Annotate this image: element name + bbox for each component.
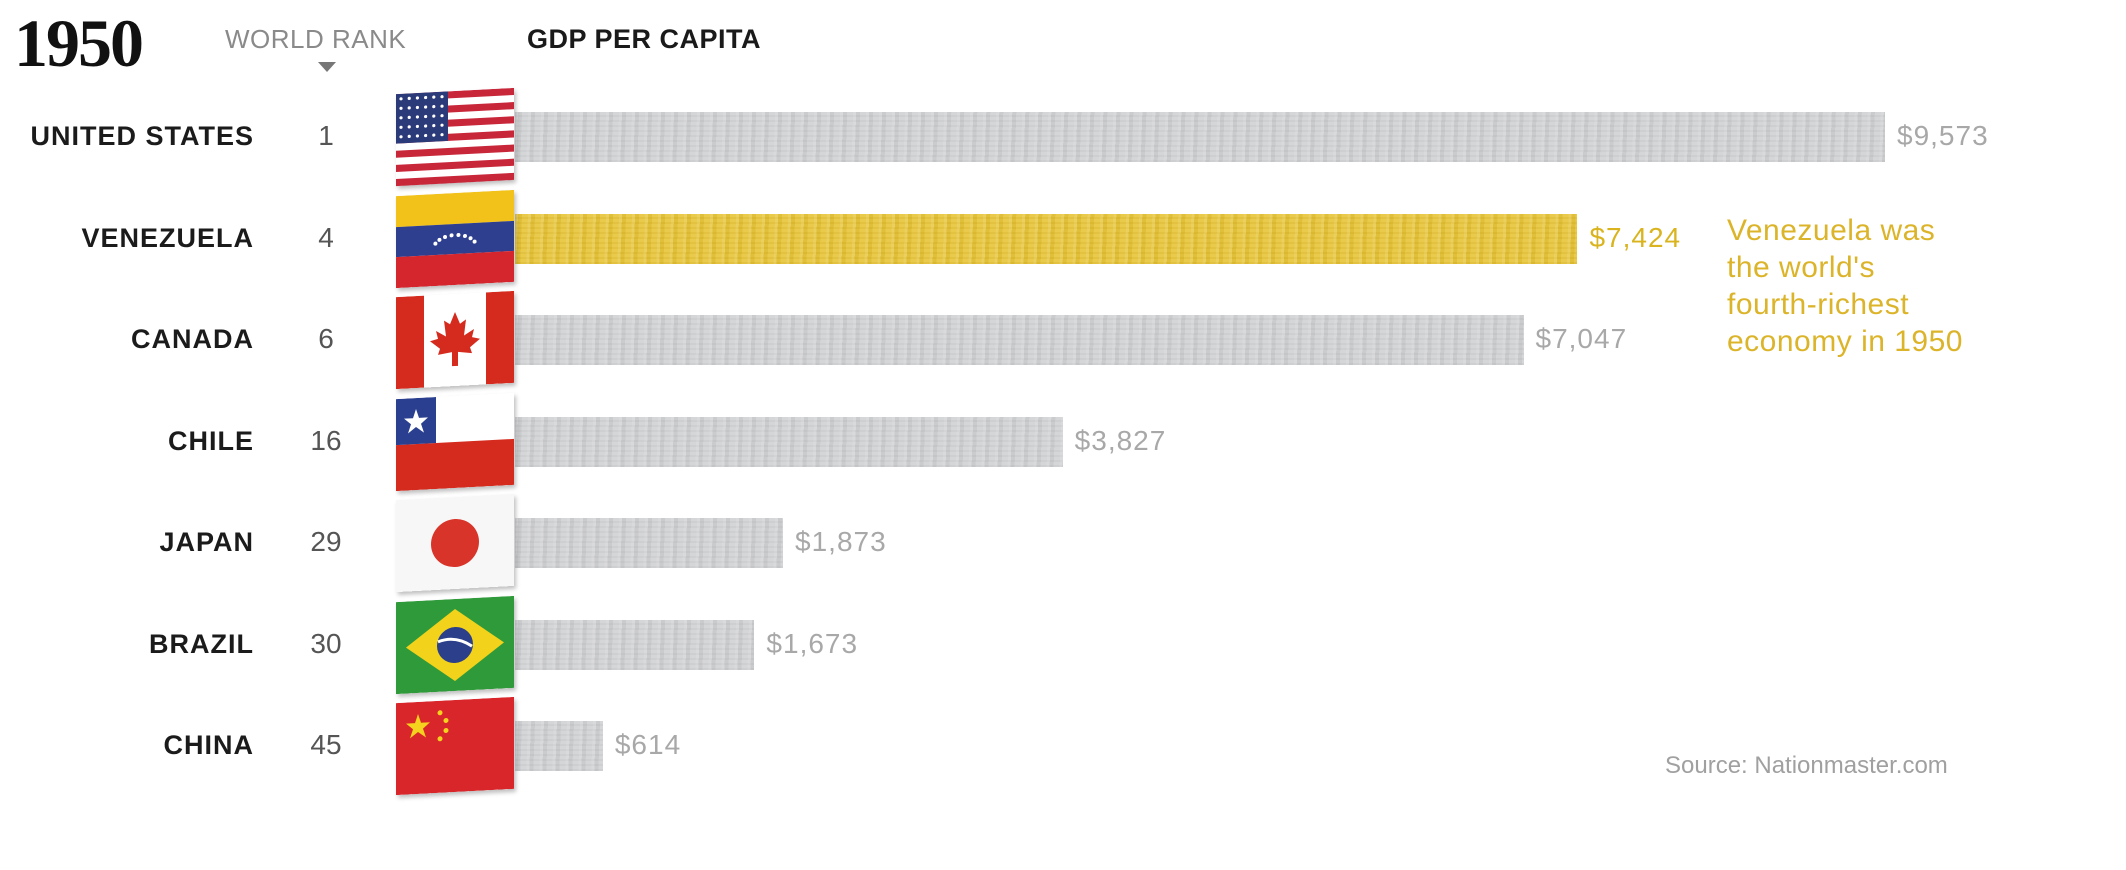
value-label: $3,827 — [1074, 424, 1167, 456]
value-label: $614 — [614, 729, 682, 760]
annotation-line: Venezuela was — [1727, 214, 1936, 247]
world-rank-value: 6 — [318, 323, 334, 354]
bar — [515, 112, 1885, 162]
chart-title: 1950 — [14, 5, 144, 81]
world-rank-header: WORLD RANK — [225, 24, 407, 54]
country-label: CHILE — [168, 425, 254, 456]
world-rank-value: 45 — [310, 729, 342, 760]
bar — [515, 213, 1578, 264]
gdp-per-capita-header: GDP PER CAPITA — [527, 24, 762, 54]
sort-arrow-icon — [318, 62, 336, 72]
chile-flag-icon — [396, 392, 514, 491]
world-rank-value: 16 — [310, 424, 342, 456]
world-rank-value: 4 — [318, 221, 334, 253]
value-label: $1,873 — [795, 526, 887, 557]
bar — [515, 518, 784, 568]
value-label: $1,673 — [766, 627, 859, 659]
country-label: JAPAN — [159, 527, 254, 557]
annotation-line: economy in 1950 — [1727, 325, 1963, 358]
country-label: CANADA — [131, 324, 254, 354]
bar — [515, 315, 1524, 365]
world-rank-value: 1 — [318, 120, 334, 151]
us-flag-icon — [396, 87, 514, 187]
china-flag-icon — [396, 696, 514, 796]
bar — [515, 721, 603, 771]
source-note: Source: Nationmaster.com — [1665, 752, 1948, 779]
country-label: BRAZIL — [149, 628, 254, 659]
canada-flag-icon — [396, 290, 514, 390]
value-label: $7,047 — [1535, 323, 1628, 354]
country-label: UNITED STATES — [30, 121, 254, 151]
brazil-flag-icon — [396, 595, 514, 694]
venezuela-flag-icon — [396, 189, 514, 288]
annotation-line: the world's — [1727, 251, 1875, 284]
japan-flag-icon — [396, 493, 514, 593]
annotation-line: fourth-richest — [1727, 288, 1910, 321]
annotation: Venezuela was the world's fourth-richest… — [1727, 212, 2047, 360]
value-label: $7,424 — [1589, 221, 1682, 253]
value-label: $9,573 — [1897, 120, 1989, 151]
country-label: CHINA — [163, 730, 254, 760]
country-label: VENEZUELA — [81, 222, 254, 253]
world-rank-value: 30 — [310, 627, 342, 659]
bar — [515, 416, 1063, 467]
world-rank-value: 29 — [310, 526, 342, 557]
bar — [515, 619, 755, 670]
